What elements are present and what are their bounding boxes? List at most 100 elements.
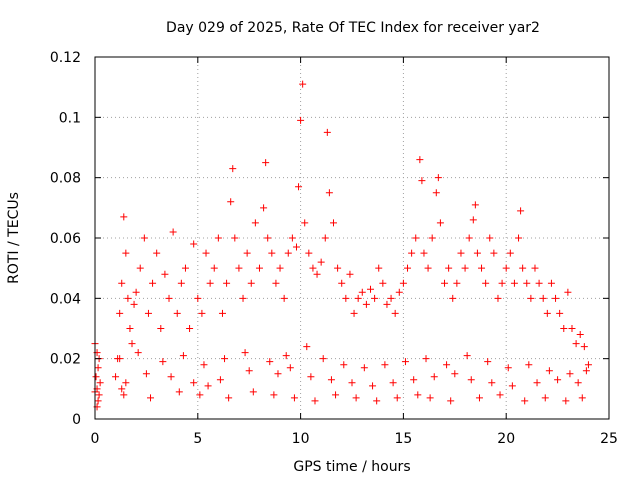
data-point xyxy=(202,249,210,257)
data-point xyxy=(290,394,298,402)
data-point xyxy=(173,309,181,317)
data-point xyxy=(418,177,426,185)
data-point xyxy=(498,279,506,287)
data-point xyxy=(404,264,412,272)
data-point xyxy=(527,294,535,302)
data-point xyxy=(531,264,539,272)
data-point xyxy=(342,294,350,302)
data-point xyxy=(270,391,278,399)
data-point xyxy=(367,285,375,293)
data-point xyxy=(562,397,570,405)
data-point xyxy=(523,279,531,287)
data-point xyxy=(422,355,430,363)
data-point xyxy=(414,391,422,399)
data-point xyxy=(478,264,486,272)
data-point xyxy=(436,219,444,227)
data-point xyxy=(453,279,461,287)
data-point xyxy=(301,219,309,227)
data-point xyxy=(317,258,325,266)
data-point xyxy=(190,379,198,387)
data-point xyxy=(488,379,496,387)
data-point xyxy=(136,264,144,272)
data-point xyxy=(255,264,263,272)
data-point xyxy=(321,234,329,242)
data-point xyxy=(297,116,305,124)
data-point xyxy=(276,264,284,272)
data-point xyxy=(243,249,251,257)
data-point xyxy=(130,300,138,308)
data-point xyxy=(399,279,407,287)
data-point xyxy=(134,349,142,357)
data-point xyxy=(576,331,584,339)
data-point xyxy=(266,358,274,366)
data-point xyxy=(92,373,100,381)
data-point xyxy=(198,309,206,317)
data-point xyxy=(543,309,551,317)
data-point xyxy=(94,397,102,405)
data-point xyxy=(373,397,381,405)
data-point xyxy=(521,397,529,405)
data-point xyxy=(307,373,315,381)
y-tick-label: 0.04 xyxy=(50,291,81,307)
data-point xyxy=(496,391,504,399)
data-point xyxy=(449,294,457,302)
data-point xyxy=(116,309,124,317)
data-point xyxy=(94,364,102,372)
data-point xyxy=(467,376,475,384)
data-point xyxy=(428,234,436,242)
data-point xyxy=(350,309,358,317)
data-point xyxy=(539,294,547,302)
data-point xyxy=(214,234,222,242)
data-point xyxy=(443,361,451,369)
data-point xyxy=(118,385,126,393)
data-point xyxy=(457,249,465,257)
data-point xyxy=(319,355,327,363)
data-point xyxy=(299,80,307,88)
data-point xyxy=(574,379,582,387)
data-point xyxy=(239,294,247,302)
data-point xyxy=(157,325,165,332)
data-point xyxy=(262,159,270,167)
data-point xyxy=(260,204,268,212)
data-point xyxy=(554,376,562,384)
data-point xyxy=(95,391,103,399)
data-point xyxy=(272,279,280,287)
grid-lines xyxy=(95,57,609,419)
data-point xyxy=(325,189,333,197)
data-point xyxy=(200,361,208,369)
data-point xyxy=(572,340,580,348)
data-point xyxy=(566,370,574,378)
data-point xyxy=(430,373,438,381)
data-point xyxy=(387,294,395,302)
data-point xyxy=(519,264,527,272)
data-point xyxy=(568,325,576,332)
data-point xyxy=(358,288,366,296)
data-point xyxy=(165,294,173,302)
data-point xyxy=(578,394,586,402)
data-point xyxy=(147,394,155,402)
data-point xyxy=(122,379,130,387)
data-point xyxy=(445,264,453,272)
data-point xyxy=(582,367,590,375)
x-tick-label: 10 xyxy=(292,431,310,447)
data-point xyxy=(227,198,235,206)
data-point xyxy=(274,370,282,378)
data-points xyxy=(91,80,592,411)
data-point xyxy=(251,219,259,227)
y-tick-label: 0.06 xyxy=(50,231,81,247)
data-point xyxy=(469,216,477,224)
data-point xyxy=(194,294,202,302)
data-point xyxy=(420,249,428,257)
data-point xyxy=(508,382,516,390)
data-point xyxy=(412,234,420,242)
data-point xyxy=(401,358,409,366)
data-point xyxy=(179,352,187,360)
y-axis-label: ROTI / TECUs xyxy=(6,192,22,284)
x-tick-label: 20 xyxy=(497,431,515,447)
data-point xyxy=(153,249,161,257)
data-point xyxy=(441,279,449,287)
data-point xyxy=(181,264,189,272)
data-point xyxy=(225,394,233,402)
data-point xyxy=(432,189,440,197)
